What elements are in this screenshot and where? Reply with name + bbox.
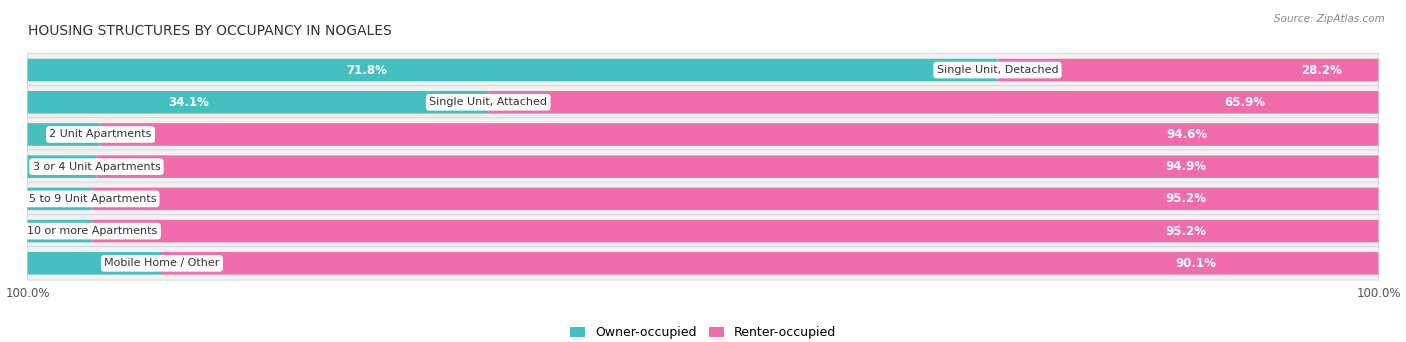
FancyBboxPatch shape xyxy=(27,182,1379,216)
FancyBboxPatch shape xyxy=(100,123,1378,146)
Text: Mobile Home / Other: Mobile Home / Other xyxy=(104,258,219,268)
FancyBboxPatch shape xyxy=(28,91,488,114)
FancyBboxPatch shape xyxy=(28,220,93,242)
Text: 4.8%: 4.8% xyxy=(58,226,86,236)
Text: 71.8%: 71.8% xyxy=(347,64,388,77)
Text: 95.2%: 95.2% xyxy=(1166,225,1206,238)
FancyBboxPatch shape xyxy=(93,220,1378,242)
FancyBboxPatch shape xyxy=(27,86,1379,119)
FancyBboxPatch shape xyxy=(488,91,1378,114)
Text: 94.9%: 94.9% xyxy=(1166,160,1206,173)
Text: 90.1%: 90.1% xyxy=(1175,257,1216,270)
FancyBboxPatch shape xyxy=(93,188,1378,210)
FancyBboxPatch shape xyxy=(27,150,1379,183)
Text: 4.8%: 4.8% xyxy=(58,194,86,204)
FancyBboxPatch shape xyxy=(27,118,1379,151)
Text: 5 to 9 Unit Apartments: 5 to 9 Unit Apartments xyxy=(28,194,156,204)
FancyBboxPatch shape xyxy=(162,252,1378,275)
Text: 100.0%: 100.0% xyxy=(6,287,49,300)
Text: Single Unit, Attached: Single Unit, Attached xyxy=(429,97,547,107)
FancyBboxPatch shape xyxy=(27,214,1379,248)
Text: 5.4%: 5.4% xyxy=(66,130,94,140)
FancyBboxPatch shape xyxy=(997,59,1378,81)
Text: 94.6%: 94.6% xyxy=(1166,128,1208,141)
FancyBboxPatch shape xyxy=(27,53,1379,87)
Legend: Owner-occupied, Renter-occupied: Owner-occupied, Renter-occupied xyxy=(569,326,837,339)
FancyBboxPatch shape xyxy=(97,155,1378,178)
Text: 65.9%: 65.9% xyxy=(1225,96,1265,109)
FancyBboxPatch shape xyxy=(28,155,97,178)
FancyBboxPatch shape xyxy=(28,252,163,275)
FancyBboxPatch shape xyxy=(28,188,93,210)
Text: HOUSING STRUCTURES BY OCCUPANCY IN NOGALES: HOUSING STRUCTURES BY OCCUPANCY IN NOGAL… xyxy=(28,25,391,38)
FancyBboxPatch shape xyxy=(27,247,1379,280)
FancyBboxPatch shape xyxy=(28,59,997,81)
Text: 95.2%: 95.2% xyxy=(1166,193,1206,206)
Text: 10.0%: 10.0% xyxy=(121,258,156,268)
Text: Single Unit, Detached: Single Unit, Detached xyxy=(936,65,1059,75)
FancyBboxPatch shape xyxy=(28,123,100,146)
Text: 10 or more Apartments: 10 or more Apartments xyxy=(27,226,157,236)
Text: 3 or 4 Unit Apartments: 3 or 4 Unit Apartments xyxy=(32,162,160,172)
Text: 28.2%: 28.2% xyxy=(1301,64,1341,77)
Text: Source: ZipAtlas.com: Source: ZipAtlas.com xyxy=(1274,14,1385,24)
Text: 34.1%: 34.1% xyxy=(169,96,209,109)
Text: 100.0%: 100.0% xyxy=(1357,287,1400,300)
Text: 5.1%: 5.1% xyxy=(62,162,90,172)
Text: 2 Unit Apartments: 2 Unit Apartments xyxy=(49,130,152,140)
